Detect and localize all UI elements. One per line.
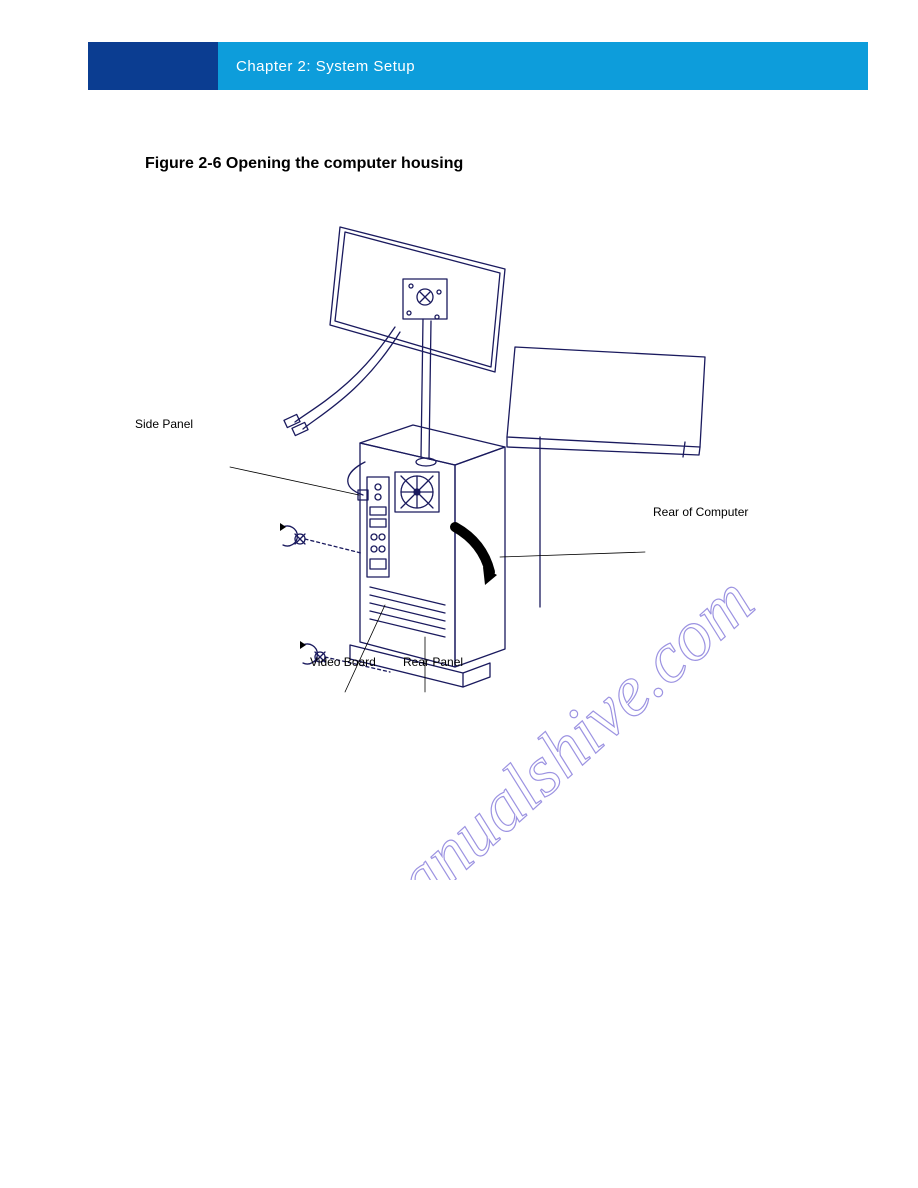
figure-heading: Opening the computer housing [226, 155, 463, 172]
figure-title: Figure 2-6 Opening the computer housing [145, 155, 785, 173]
callout-video-board: Video Board [310, 655, 390, 670]
figure-block: Figure 2-6 Opening the computer housing [145, 155, 785, 715]
page-number: 2-7 [836, 98, 858, 115]
figure-number: Figure 2-6 [145, 155, 221, 172]
callout-rear-of-computer: Rear of Computer [653, 505, 773, 520]
header-dark-block [88, 42, 218, 90]
callout-rear-panel: Rear Panel [403, 655, 473, 670]
computer-diagram [145, 197, 785, 717]
header-light-block: Chapter 2: System Setup [218, 42, 868, 90]
chapter-label: Chapter 2: System Setup [236, 58, 415, 75]
callout-side-panel: Side Panel [135, 417, 230, 432]
header-bar: Chapter 2: System Setup 2-7 [0, 42, 918, 90]
